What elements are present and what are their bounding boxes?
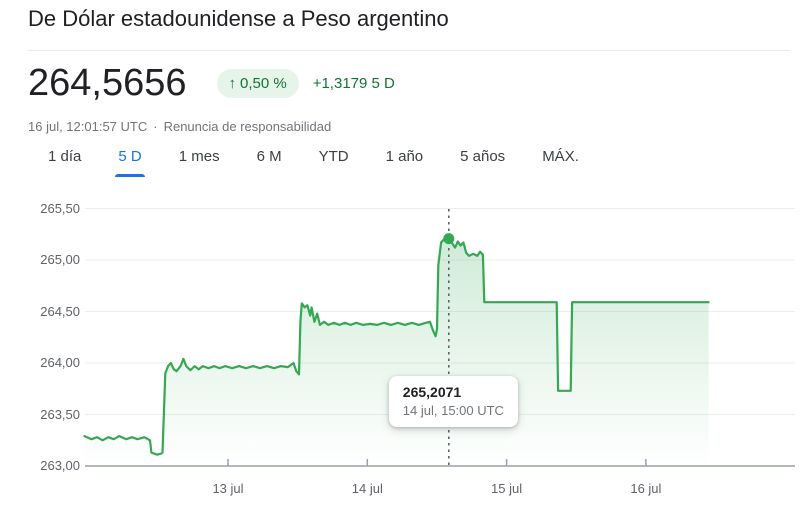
page-title: De Dólar estadounidense a Peso argentino bbox=[28, 6, 449, 31]
tooltip-time: 14 jul, 15:00 UTC bbox=[402, 403, 504, 418]
quote-row: 264,5656 ↑ 0,50 % +1,3179 5 D bbox=[28, 62, 395, 105]
highlight-dot bbox=[443, 233, 455, 245]
change-percent-badge: ↑ 0,50 % bbox=[216, 69, 299, 98]
tab-5d[interactable]: 5 D bbox=[115, 146, 146, 177]
x-axis-label: 14 jul bbox=[351, 481, 383, 496]
y-axis-label: 264,50 bbox=[40, 303, 80, 319]
x-axis-label: 13 jul bbox=[212, 481, 244, 496]
current-price: 264,5656 bbox=[28, 62, 187, 104]
tab-1-dia[interactable]: 1 día bbox=[48, 146, 81, 177]
change-absolute: +1,3179 5 D bbox=[312, 75, 395, 92]
tooltip-value: 265,2071 bbox=[402, 384, 462, 400]
tab-1-mes[interactable]: 1 mes bbox=[179, 146, 220, 177]
header-divider bbox=[28, 50, 790, 51]
quote-timestamp: 16 jul, 12:01:57 UTC bbox=[28, 119, 148, 134]
tab-max[interactable]: MÁX. bbox=[542, 146, 579, 177]
meta-separator: · bbox=[153, 119, 158, 134]
tab-1-ano[interactable]: 1 año bbox=[386, 146, 424, 177]
tab-5-anos[interactable]: 5 años bbox=[460, 146, 505, 177]
chart-canvas bbox=[83, 208, 795, 467]
tab-6m[interactable]: 6 M bbox=[257, 146, 282, 177]
chart-line bbox=[83, 237, 710, 456]
y-axis-label: 263,00 bbox=[40, 458, 80, 473]
chart-area-fill bbox=[84, 238, 709, 466]
chart-tooltip: 265,2071 14 jul, 15:00 UTC bbox=[388, 376, 518, 427]
x-axis-label: 16 jul bbox=[630, 481, 662, 496]
y-axis-label: 265,50 bbox=[40, 200, 80, 216]
arrow-up-icon: ↑ bbox=[228, 75, 237, 92]
y-axis-label: 265,00 bbox=[40, 252, 80, 267]
change-percent: 0,50 % bbox=[240, 75, 287, 92]
y-axis-label: 263,50 bbox=[40, 406, 80, 422]
tab-ytd[interactable]: YTD bbox=[319, 146, 349, 177]
price-chart[interactable]: 265,50 265,00 264,50 264,00 263,50 263,00 13 … bbox=[0, 195, 800, 520]
disclaimer-link[interactable]: Renuncia de responsabilidad bbox=[163, 119, 332, 134]
range-tabs: 1 día 5 D 1 mes 6 M YTD 1 año 5 años MÁX… bbox=[48, 146, 579, 177]
x-axis-label: 15 jul bbox=[491, 481, 523, 496]
y-axis-label: 264,00 bbox=[40, 355, 80, 370]
quote-meta: 16 jul, 12:01:57 UTC · Renuncia de respo… bbox=[28, 119, 331, 134]
